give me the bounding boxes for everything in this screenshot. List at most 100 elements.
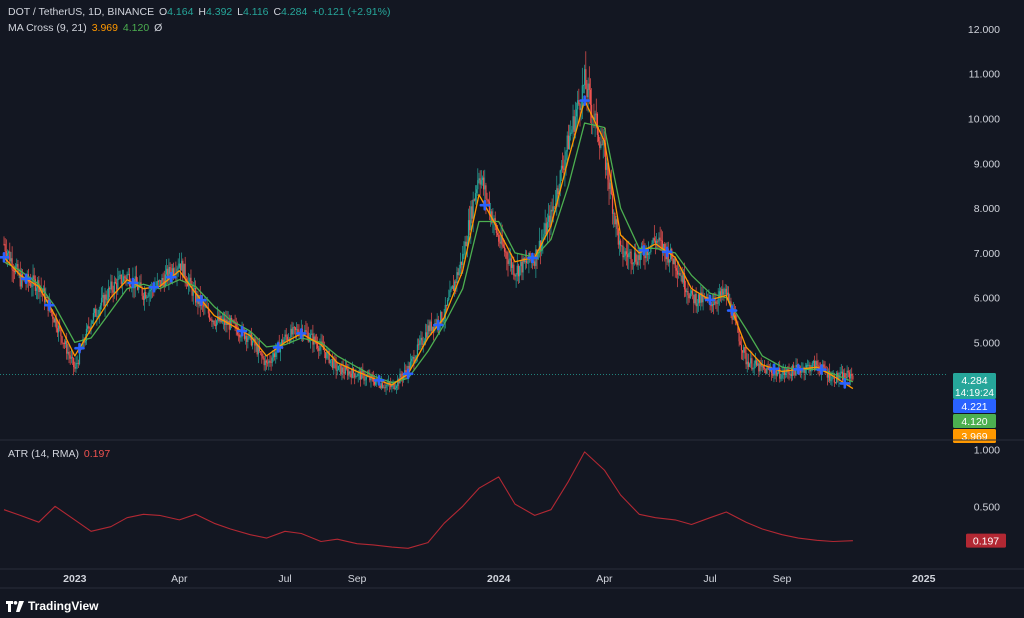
candle-body xyxy=(348,371,350,376)
candle-body xyxy=(136,284,139,290)
ma-cross-marker xyxy=(74,342,85,354)
candle-body xyxy=(521,261,523,273)
candle-body xyxy=(481,177,484,181)
candle-body xyxy=(359,371,362,380)
candle-body xyxy=(460,261,463,266)
ma-9-line xyxy=(3,99,854,390)
candle-body xyxy=(70,357,72,359)
price-tick-label: 6.000 xyxy=(974,293,1000,305)
candle-body xyxy=(639,253,641,260)
symbol-legend[interactable]: DOT / TetherUS, 1D, BINANCE O4.164 H4.39… xyxy=(8,6,392,18)
candle-body xyxy=(656,240,658,244)
candle-body xyxy=(413,356,415,364)
candle-body xyxy=(746,361,748,365)
candle-body xyxy=(319,346,321,351)
candle-body xyxy=(275,351,277,357)
tradingview-logo[interactable]: TradingView xyxy=(6,599,98,613)
candle-body xyxy=(256,344,258,355)
candle-body xyxy=(543,234,545,238)
candle-body xyxy=(478,178,480,181)
candle-body xyxy=(255,344,257,346)
candle-body xyxy=(149,289,151,292)
candle-body xyxy=(124,276,126,278)
candle-body xyxy=(291,328,293,335)
candle-body xyxy=(578,100,580,104)
candle-body xyxy=(61,336,63,343)
candle-body xyxy=(459,261,461,269)
candle-body xyxy=(815,361,817,370)
candle-body xyxy=(499,241,501,244)
candle-body xyxy=(52,312,54,319)
ma-extra-icon[interactable]: Ø xyxy=(154,22,163,34)
candle-body xyxy=(541,240,543,252)
candle-body xyxy=(373,381,376,385)
candle-body xyxy=(769,369,772,371)
candle-body xyxy=(192,288,194,296)
candle-body xyxy=(781,373,783,379)
candle-body xyxy=(183,263,185,278)
candle-body xyxy=(680,275,682,277)
candle-body xyxy=(354,373,356,378)
candle-body xyxy=(637,255,639,265)
candle-body xyxy=(586,88,588,98)
candle-body xyxy=(123,276,125,282)
candle-body xyxy=(696,303,698,307)
candle-body xyxy=(744,347,746,353)
candle-body xyxy=(764,368,766,370)
candle-body xyxy=(273,353,276,357)
candle-body xyxy=(738,332,740,342)
candle-body xyxy=(231,317,233,322)
candle-body xyxy=(145,292,147,299)
candle-body xyxy=(394,387,396,389)
candle-body xyxy=(210,319,212,321)
candle-body xyxy=(314,336,316,343)
candle-body xyxy=(771,369,773,374)
ma-cross-legend[interactable]: MA Cross (9, 21) 3.969 4.120 Ø xyxy=(8,22,164,34)
candle-body xyxy=(800,370,802,373)
time-tick-label: 2025 xyxy=(912,573,936,585)
atr-tick-label: 1.000 xyxy=(974,445,1000,457)
candle-body xyxy=(286,336,288,341)
candle-body xyxy=(76,362,78,364)
candle-body xyxy=(422,343,424,345)
candle-body xyxy=(40,287,42,291)
ma-cross-marker xyxy=(726,305,738,316)
candle-body xyxy=(600,144,602,148)
candle-body xyxy=(190,277,192,285)
candle-body xyxy=(243,329,245,339)
candle-body xyxy=(505,251,507,253)
candle-body xyxy=(614,213,616,225)
candle-body xyxy=(659,237,661,240)
candle-body xyxy=(96,316,98,317)
candle-body xyxy=(260,351,262,353)
candle-body xyxy=(561,165,564,169)
candle-body xyxy=(181,260,183,271)
atr-legend[interactable]: ATR (14, RMA) 0.197 xyxy=(8,448,112,460)
candle-body xyxy=(141,287,143,296)
candle-body xyxy=(522,258,524,273)
candle-body xyxy=(700,292,702,303)
candle-body xyxy=(808,364,810,366)
candle-body xyxy=(381,383,384,388)
candle-body xyxy=(668,259,671,263)
candle-body xyxy=(68,351,70,356)
tradingview-logo-icon xyxy=(6,600,24,612)
candle-body xyxy=(725,288,727,295)
candle-body xyxy=(228,321,230,330)
ma-cross-marker xyxy=(148,281,160,293)
candle-body xyxy=(235,323,237,329)
candle-body xyxy=(515,274,517,277)
candle-body xyxy=(510,258,513,268)
candle-body xyxy=(342,367,344,373)
candle-body xyxy=(177,267,179,269)
candle-body xyxy=(385,384,387,388)
candle-body xyxy=(843,372,845,381)
candle-body xyxy=(672,258,674,265)
candle-body xyxy=(724,288,726,292)
candle-body xyxy=(110,281,112,290)
candle-body xyxy=(741,350,744,353)
candle-body xyxy=(261,352,263,357)
candle-body xyxy=(408,365,410,370)
